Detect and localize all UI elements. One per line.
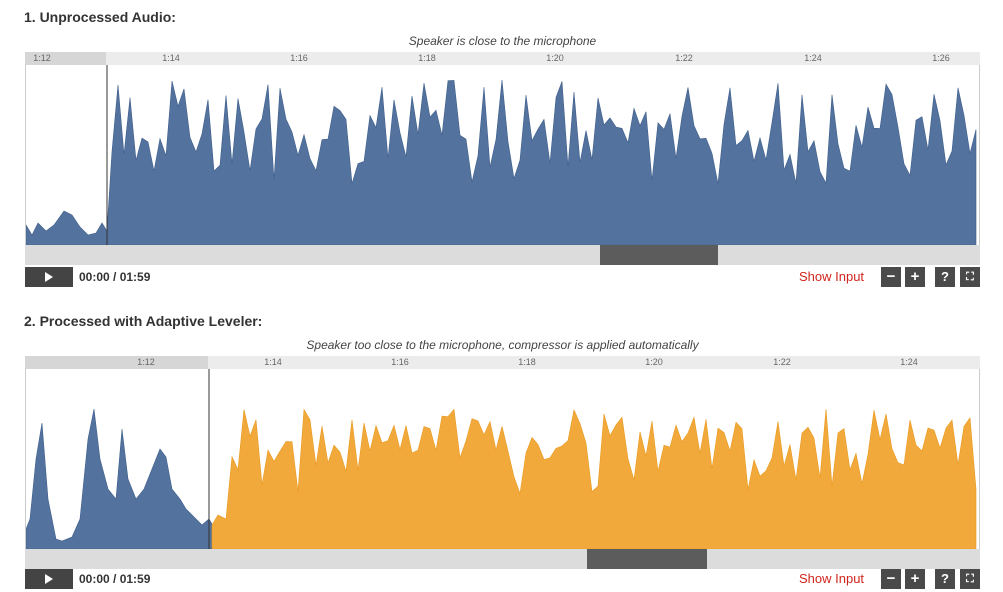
- zoom-in-button[interactable]: +: [905, 267, 925, 287]
- timeline-label: 1:14: [264, 357, 282, 371]
- player-controls: 00:00 / 01:59 Show Input − + ? ⛶: [25, 267, 980, 287]
- play-icon: [45, 574, 53, 584]
- timeline-label: 1:20: [546, 53, 564, 67]
- question-icon: ?: [941, 269, 949, 284]
- play-icon: [45, 272, 53, 282]
- timeline-label: 1:24: [900, 357, 918, 371]
- fullscreen-icon: ⛶: [966, 271, 974, 283]
- minus-icon: −: [886, 570, 896, 587]
- help-button[interactable]: ?: [935, 569, 955, 589]
- timeline-label: 1:16: [391, 357, 409, 371]
- zoom-out-button[interactable]: −: [881, 267, 901, 287]
- play-button[interactable]: [25, 569, 73, 589]
- timeline-viewed-region: [25, 356, 208, 369]
- timeline-label: 1:22: [675, 53, 693, 67]
- question-icon: ?: [941, 571, 949, 586]
- waveform-graph: [26, 369, 977, 549]
- audio-player-unprocessed: 1:12 1:14 1:16 1:18 1:20 1:22 1:24 1:26 …: [25, 52, 980, 288]
- timeline-label: 1:16: [290, 53, 308, 67]
- timeline-viewed-region: [25, 52, 106, 65]
- section-title-processed: 2. Processed with Adaptive Leveler:: [24, 313, 263, 329]
- timeline-label: 1:26: [932, 53, 950, 67]
- timeline-label: 1:22: [773, 357, 791, 371]
- timeline-label: 1:18: [418, 53, 436, 67]
- timeline-ruler[interactable]: 1:12 1:14 1:16 1:18 1:20 1:22 1:24: [25, 356, 980, 371]
- subtitle-processed: Speaker too close to the microphone, com…: [306, 338, 699, 352]
- timeline-label: 1:18: [518, 357, 536, 371]
- zoom-in-button[interactable]: +: [905, 569, 925, 589]
- plus-icon: +: [910, 570, 920, 587]
- waveform-scrollbar[interactable]: [25, 245, 980, 265]
- waveform-shape-processed: [211, 408, 977, 549]
- timeline-label: 1:24: [804, 53, 822, 67]
- section-title-unprocessed: 1. Unprocessed Audio:: [24, 9, 176, 25]
- plus-icon: +: [910, 268, 920, 285]
- timeline-label: 1:12: [33, 53, 51, 67]
- waveform-shape: [26, 79, 977, 245]
- time-readout: 00:00 / 01:59: [79, 270, 151, 284]
- waveform-graph: [26, 65, 977, 245]
- timeline-label: 1:12: [137, 357, 155, 371]
- show-input-link[interactable]: Show Input: [799, 571, 865, 586]
- scrollbar-thumb[interactable]: [600, 245, 718, 265]
- waveform-shape-unprocessed: [26, 408, 213, 549]
- waveform-display[interactable]: [25, 369, 980, 549]
- player-controls: 00:00 / 01:59 Show Input − + ? ⛶: [25, 569, 980, 589]
- timeline-ruler[interactable]: 1:12 1:14 1:16 1:18 1:20 1:22 1:24 1:26: [25, 52, 980, 67]
- time-readout: 00:00 / 01:59: [79, 572, 151, 586]
- play-button[interactable]: [25, 267, 73, 287]
- help-button[interactable]: ?: [935, 267, 955, 287]
- minus-icon: −: [886, 268, 896, 285]
- waveform-display[interactable]: [25, 65, 980, 245]
- fullscreen-button[interactable]: ⛶: [960, 569, 980, 589]
- audio-player-processed: 1:12 1:14 1:16 1:18 1:20 1:22 1:24 00:00…: [25, 356, 980, 592]
- timeline-label: 1:20: [645, 357, 663, 371]
- fullscreen-button[interactable]: ⛶: [960, 267, 980, 287]
- waveform-scrollbar[interactable]: [25, 549, 980, 569]
- timeline-label: 1:14: [162, 53, 180, 67]
- fullscreen-icon: ⛶: [966, 573, 974, 585]
- scrollbar-thumb[interactable]: [587, 549, 707, 569]
- show-input-link[interactable]: Show Input: [799, 269, 865, 284]
- zoom-out-button[interactable]: −: [881, 569, 901, 589]
- subtitle-unprocessed: Speaker is close to the microphone: [408, 34, 597, 48]
